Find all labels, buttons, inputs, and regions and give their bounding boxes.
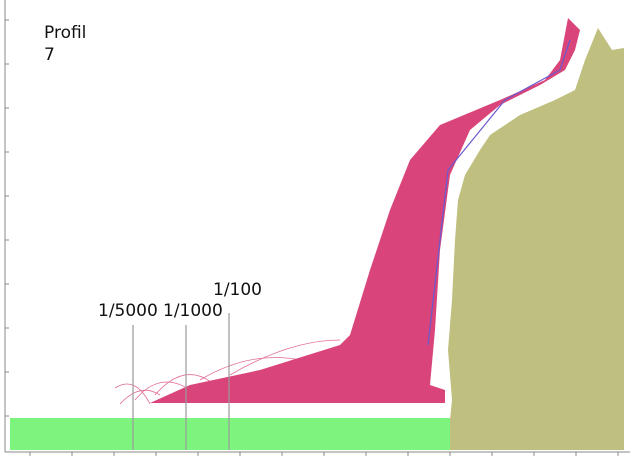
ground-strip [10,418,450,450]
terrain [448,28,624,450]
annotation: 1/1000 [163,301,223,321]
annotation: 1/100 [213,280,262,300]
title: Profil [44,23,86,43]
title: 7 [44,45,55,65]
slope-line [427,39,571,346]
trajectory-envelope [150,18,580,403]
annotation: 1/5000 [98,301,158,321]
axes [4,0,630,456]
probability-markers [132,313,230,450]
trajectories [114,339,341,405]
